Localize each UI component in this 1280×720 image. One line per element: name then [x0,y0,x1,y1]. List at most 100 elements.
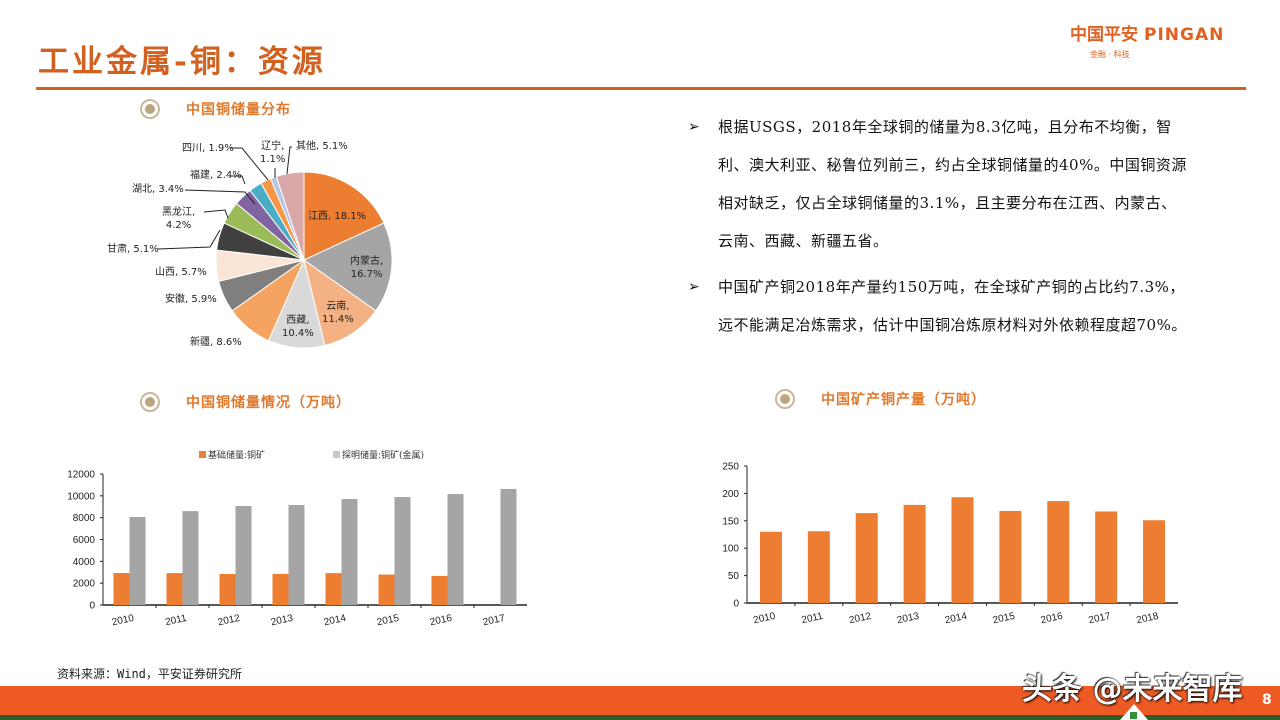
pie-label: 湖北, 3.4% [132,184,184,195]
production-chart-svg: 250 200 150 100 50 0 2010 2011 2012 2013 2014 2015 2… [722,462,1178,626]
pie-slice [303,171,385,261]
pie-label: 云南, 11.4% [322,301,354,325]
arrow-right-icon: ➢ [688,279,700,295]
reserves-section-header: 中国铜储量情况（万吨） [140,392,351,412]
bar [219,573,236,605]
pie-label: 新疆, 8.6% [190,337,242,348]
reserves-chart-svg: 12000 10000 8000 6000 4000 2000 0 2010 2011 2012 2… [67,470,527,628]
logo-en: PINGAN [1144,25,1225,45]
y-tick-label: 0 [733,599,739,610]
x-tick-label: 2012 [848,611,872,626]
bar [129,517,146,605]
y-tick-label: 10000 [67,491,95,502]
bullet-circle-icon [140,99,160,119]
x-tick-label: 2013 [896,611,920,626]
bar [235,505,252,605]
leader-line [230,147,269,181]
y-tick-label: 6000 [73,535,96,546]
bar [272,573,289,605]
bullet-item: ➢ 根据USGS，2018年全球铜的储量为8.3亿吨，且分布不均衡，智利、澳大利… [688,108,1188,260]
bar [999,510,1022,603]
x-tick-label: 2015 [992,611,1016,626]
bar [325,573,342,605]
production-section-title: 中国矿产铜产量（万吨） [821,392,986,408]
bar [447,493,464,605]
pie-label: 其他, 5.1% [296,141,348,152]
bar [903,504,926,603]
leader-line [286,146,292,175]
pie-label: 内蒙古, 16.7% [350,256,384,280]
legend-label: 探明储量:铜矿(金属) [342,451,425,461]
bullet-item: ➢ 中国矿产铜2018年产量约150万吨，在全球矿产铜的占比约7.3%，远不能满… [688,268,1188,344]
x-tick-label: 2011 [164,613,188,628]
bar [166,573,183,605]
legend-item-proven-reserve: 探明储量:铜矿(金属) [333,448,424,461]
x-tick-label: 2012 [217,613,241,628]
pingan-logo: 中国平安 PINGAN 金融 · 科技 [1070,20,1224,60]
y-tick-label: 150 [722,516,739,527]
legend-swatch [333,451,340,458]
reserves-bar-chart: 12000 10000 8000 6000 4000 2000 0 2010 2011 2012 2… [50,460,530,640]
pie-slice [303,258,377,347]
bar [759,531,782,603]
pie-svg [157,146,393,349]
pie-label: 黑龙江, 4.2% [162,207,196,231]
watermark: 头条 @未来智库 [1022,672,1243,707]
y-tick-label: 100 [722,544,739,555]
bar [182,511,199,605]
pie-section-header: 中国铜储量分布 [140,99,291,119]
y-tick-label: 4000 [73,557,96,568]
logo-tagline: 金融 · 科技 [1090,50,1130,59]
title-divider [36,87,1246,90]
bar [431,575,448,605]
x-tick-label: 2010 [752,611,776,626]
x-tick-label: 2010 [111,613,135,628]
pie-label: 辽宁, 1.1% [260,141,286,165]
bar [1095,511,1118,603]
x-tick-label: 2017 [1088,611,1112,626]
bullet-list: ➢ 根据USGS，2018年全球铜的储量为8.3亿吨，且分布不均衡，智利、澳大利… [688,108,1188,352]
x-tick-label: 2013 [270,613,294,628]
source-note: 资料来源：Wind，平安证券研究所 [57,667,242,681]
bar [855,513,878,603]
pie-section-title: 中国铜储量分布 [186,102,291,118]
production-bar-chart: 250 200 150 100 50 0 2010 2011 2012 2013 2014 2015 2… [700,455,1180,635]
bar [1143,520,1166,603]
y-tick-label: 250 [722,462,739,473]
bar [500,488,517,605]
logo-dot-icon [1130,712,1137,719]
pie-slice [275,171,305,261]
bar [378,574,395,605]
pie-label: 山西, 5.7% [155,267,207,278]
bar [394,497,411,605]
bar [341,498,358,605]
pie-slice [303,222,393,312]
bar [807,531,830,603]
legend-item-basic-reserve: 基础储量:铜矿 [199,448,265,461]
bullet-text: 中国矿产铜2018年产量约150万吨，在全球矿产铜的占比约7.3%，远不能满足冶… [718,278,1187,334]
x-tick-label: 2014 [944,611,968,626]
footer-green-stripe [0,715,1280,720]
bar [951,497,974,603]
reserves-section-title: 中国铜储量情况（万吨） [186,395,351,411]
legend-label: 基础储量:铜矿 [208,451,266,461]
x-tick-label: 2015 [376,613,400,628]
pie-label: 安徽, 5.9% [165,294,217,305]
y-tick-label: 200 [722,489,739,500]
page-number: 8 [1262,692,1272,708]
legend-swatch [199,451,206,458]
copper-reserve-pie-chart: 江西, 18.1% 内蒙古, 16.7% 云南, 11.4% 西藏, 10.4% 新疆, 8.… [107,130,430,360]
x-tick-label: 2016 [1040,611,1064,626]
leader-line [184,189,256,205]
x-tick-label: 2016 [429,613,453,628]
y-tick-label: 2000 [73,579,96,590]
y-tick-label: 12000 [67,470,95,481]
bar [288,505,305,605]
x-tick-label: 2014 [323,613,347,628]
y-tick-label: 50 [728,571,740,582]
pie-label: 甘肃, 5.1% [107,244,159,255]
bar [1047,501,1070,603]
pie-label: 西藏, 10.4% [282,315,314,339]
pie-label: 江西, 18.1% [308,211,367,222]
leader-line [157,229,221,250]
